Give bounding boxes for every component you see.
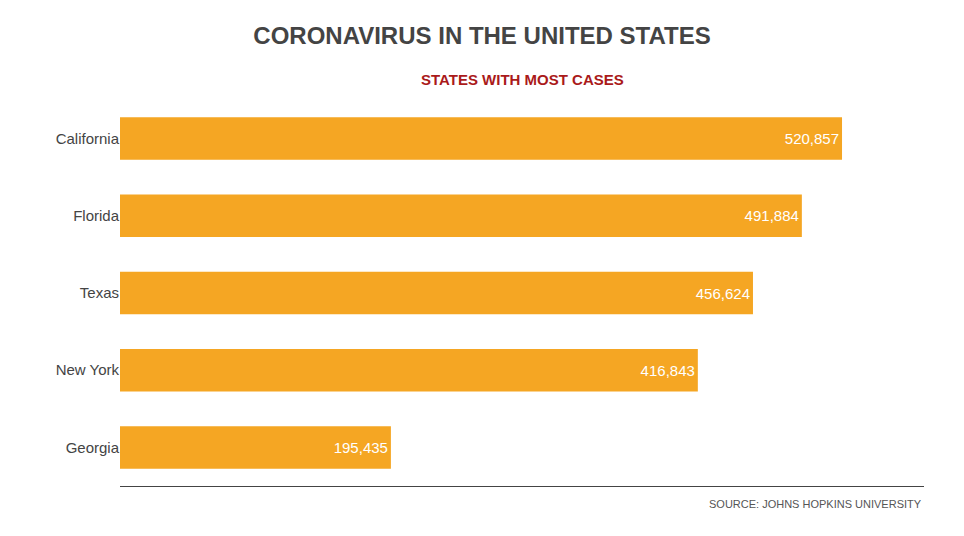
svg-text:New York: New York: [56, 361, 120, 378]
svg-text:SOURCE: JOHNS HOPKINS UNIVERSI: SOURCE: JOHNS HOPKINS UNIVERSITY: [709, 498, 922, 510]
svg-text:416,843: 416,843: [641, 362, 695, 379]
svg-text:Florida: Florida: [73, 207, 120, 224]
svg-text:195,435: 195,435: [334, 439, 388, 456]
svg-text:520,857: 520,857: [785, 130, 839, 147]
svg-text:Georgia: Georgia: [66, 439, 120, 456]
svg-text:456,624: 456,624: [696, 285, 750, 302]
svg-text:STATES WITH MOST CASES: STATES WITH MOST CASES: [421, 71, 624, 88]
svg-text:491,884: 491,884: [745, 207, 799, 224]
svg-text:California: California: [56, 130, 120, 147]
svg-text:Texas: Texas: [80, 284, 119, 301]
svg-text:CORONAVIRUS IN THE UNITED STAT: CORONAVIRUS IN THE UNITED STATES: [253, 22, 710, 49]
